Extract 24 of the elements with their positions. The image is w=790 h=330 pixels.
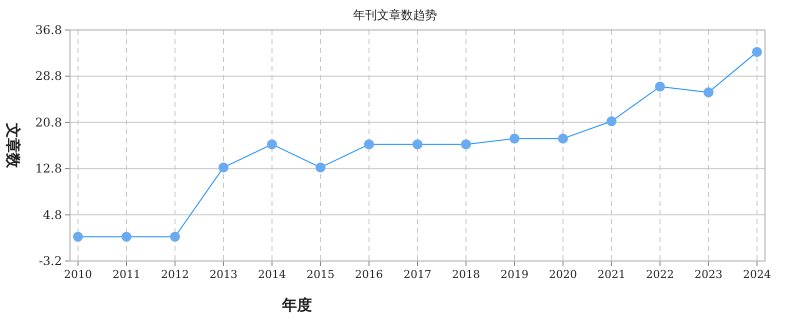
- xtick: 2017: [404, 268, 432, 281]
- xtick: 2019: [500, 268, 528, 281]
- xtick: 2023: [694, 268, 722, 281]
- ytick: -3.2: [38, 254, 62, 268]
- ytick: 12.8: [35, 162, 62, 176]
- ytick: 28.8: [35, 69, 62, 84]
- ytick: 4.8: [42, 208, 62, 222]
- xtick: 2021: [598, 268, 626, 281]
- ytick: 36.8: [35, 23, 62, 37]
- xtick: 2018: [452, 268, 480, 281]
- xtick: 2014: [258, 268, 286, 281]
- xtick: 2013: [210, 268, 238, 281]
- ytick: 20.8: [35, 115, 62, 130]
- xtick: 2024: [743, 268, 771, 281]
- xtick: 2011: [112, 268, 140, 281]
- xtick: 2012: [161, 268, 189, 281]
- xtick: 2010: [64, 268, 92, 281]
- ylabel: 文章数: [4, 123, 22, 168]
- xtick: 2015: [306, 268, 334, 281]
- xtick: 2020: [549, 268, 577, 281]
- xlabel: 年度: [282, 296, 312, 314]
- title: 年刊文章数趋势: [353, 8, 437, 22]
- xtick: 2016: [355, 268, 383, 281]
- xtick: 2022: [646, 268, 674, 281]
